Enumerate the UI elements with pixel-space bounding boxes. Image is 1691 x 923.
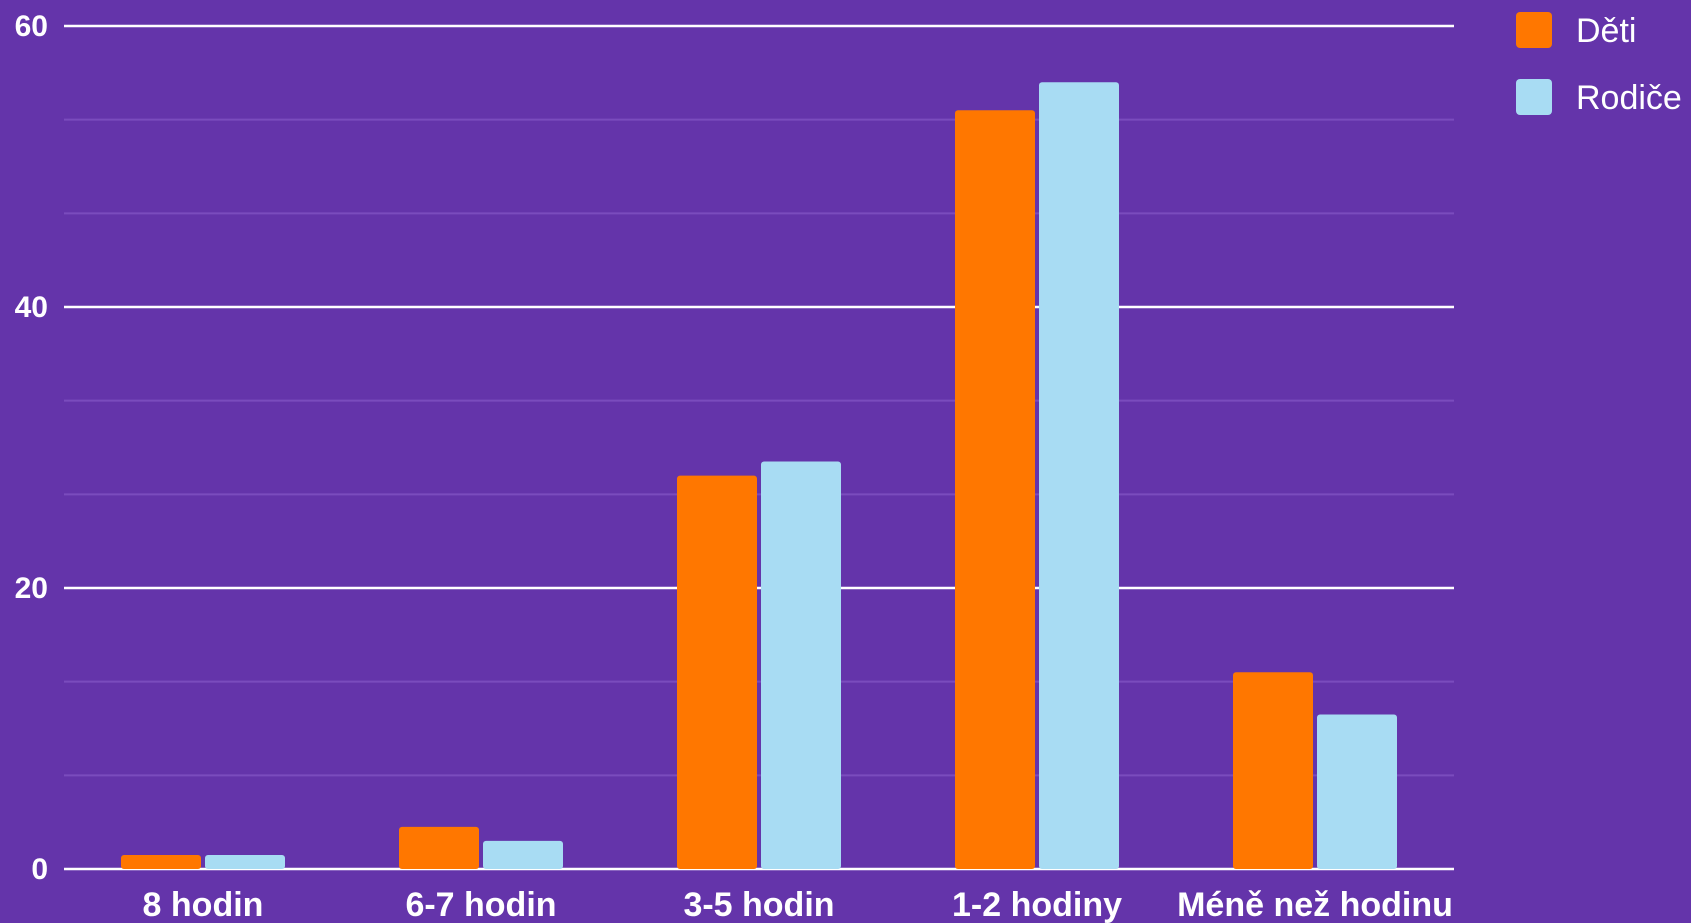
legend-swatch (1516, 79, 1552, 115)
legend-swatch (1516, 12, 1552, 48)
grid-lines (64, 24, 1454, 871)
y-tick-label: 0 (31, 853, 48, 886)
x-tick-label: Méně než hodinu (1177, 886, 1453, 923)
x-tick-label: 3-5 hodin (683, 886, 834, 923)
legend-item-0[interactable]: Děti (1516, 12, 1636, 50)
x-tick-label: 1-2 hodiny (952, 886, 1122, 923)
y-tick-label: 20 (15, 572, 48, 605)
bar-děti-4[interactable] (1233, 672, 1313, 869)
bar-rodiče-0[interactable] (205, 854, 285, 869)
legend[interactable]: Děti Rodiče (1516, 12, 1682, 117)
bars (121, 82, 1397, 870)
legend-item-1[interactable]: Rodiče (1516, 79, 1682, 117)
bar-rodiče-2[interactable] (761, 461, 841, 869)
bar-rodiče-1[interactable] (483, 840, 563, 869)
bar-děti-0[interactable] (121, 854, 201, 869)
y-axis-ticks: 0 20 40 60 (15, 10, 48, 886)
y-tick-label: 60 (15, 10, 48, 43)
bar-děti-1[interactable] (399, 826, 479, 869)
bar-rodiče-3[interactable] (1039, 82, 1119, 869)
bar-děti-2[interactable] (677, 475, 757, 869)
x-tick-label: 8 hodin (143, 886, 264, 923)
x-axis-ticks: 8 hodin 6-7 hodin 3-5 hodin 1-2 hodiny Méně … (143, 886, 1453, 923)
legend-label: Rodiče (1576, 79, 1682, 117)
y-tick-label: 40 (15, 291, 48, 324)
legend-label: Děti (1576, 12, 1636, 50)
bar-rodiče-4[interactable] (1317, 714, 1397, 869)
bar-děti-3[interactable] (955, 110, 1035, 870)
x-tick-label: 6-7 hodin (405, 886, 556, 923)
